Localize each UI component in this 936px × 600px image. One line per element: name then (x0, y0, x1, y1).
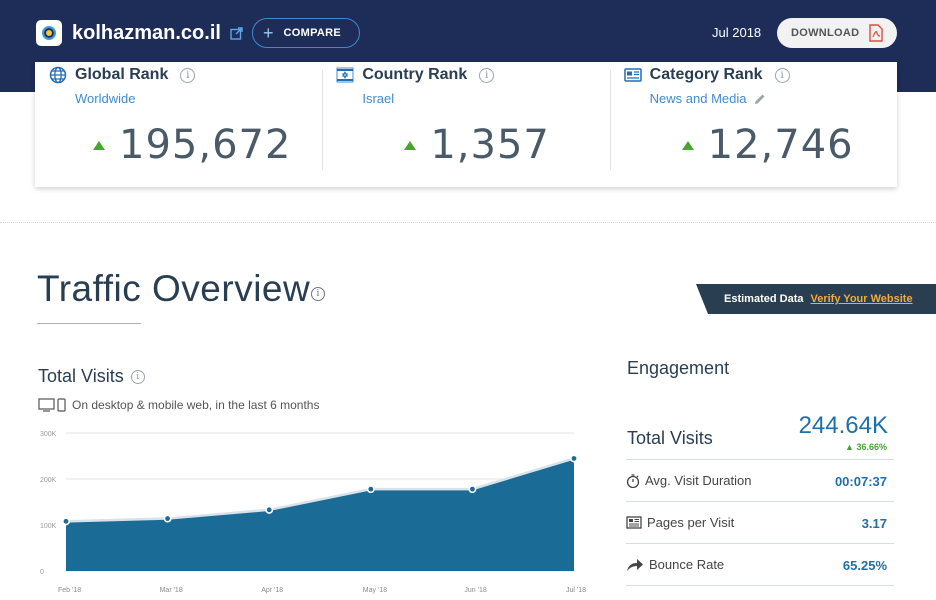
avg-visit-duration-row: Avg. Visit Duration 00:07:37 (626, 460, 894, 502)
x-tick-label: Mar '18 (160, 587, 183, 594)
estimated-data-banner: Estimated Data Verify Your Website (696, 284, 936, 314)
verify-website-link[interactable]: Verify Your Website (810, 293, 913, 305)
info-icon[interactable]: i (479, 67, 495, 83)
download-button[interactable]: DOWNLOAD (777, 18, 897, 48)
data-point (468, 485, 477, 494)
total-visits-heading: Total Visits i (38, 366, 145, 387)
rank-card: Global Rank i Worldwide 195,672 Country … (35, 62, 897, 187)
total-visits-scope: On desktop & mobile web, in the last 6 m… (72, 398, 320, 412)
bounce-arrow-icon (627, 558, 643, 571)
bounce-rate-row: Bounce Rate 65.25% (626, 544, 894, 586)
y-tick-label: 0 (40, 569, 44, 576)
info-icon[interactable]: i (130, 369, 145, 384)
compare-label: COMPARE (283, 27, 342, 39)
data-point (61, 517, 70, 526)
info-icon[interactable]: i (180, 67, 196, 83)
title-underline (37, 323, 141, 324)
section-divider (0, 222, 936, 223)
visits-change: ▲ 36.66% (845, 442, 887, 452)
data-point (569, 454, 578, 463)
category-rank: Category Rank i News and Media 12,746 (609, 62, 897, 187)
rank-up-icon (93, 140, 105, 150)
engagement-total-visits: Total Visits 244.64K ▲ 36.66% (626, 408, 894, 460)
bounce-rate-value: 65.25% (842, 558, 887, 573)
pencil-icon[interactable] (754, 93, 766, 105)
global-rank-title: Global Rank (75, 66, 169, 83)
data-point (366, 485, 375, 494)
bounce-rate-label: Bounce Rate (649, 557, 725, 572)
y-tick-label: 300K (40, 431, 57, 438)
info-icon[interactable]: i (311, 287, 325, 301)
visits-line (65, 457, 575, 523)
pdf-icon (869, 24, 883, 42)
category-icon (623, 68, 642, 82)
visits-area (66, 458, 574, 571)
country-rank: Country Rank i Israel 1,357 (322, 62, 609, 187)
rank-up-icon (404, 140, 417, 150)
avg-visit-duration-label: Avg. Visit Duration (645, 473, 752, 488)
x-tick-label: May '18 (363, 587, 387, 594)
total-visits-subtitle: On desktop & mobile web, in the last 6 m… (38, 398, 319, 412)
category-name[interactable]: News and Media (649, 91, 747, 106)
pages-per-visit-label: Pages per Visit (647, 515, 735, 530)
category-rank-title: Category Rank (649, 66, 763, 83)
download-label: DOWNLOAD (791, 27, 860, 39)
global-rank-value: 195,672 (119, 122, 292, 168)
engagement-total-visits-value: 244.64K (798, 412, 888, 439)
global-rank-scope[interactable]: Worldwide (75, 91, 136, 106)
date-label: Jul 2018 (712, 25, 762, 40)
external-link-icon[interactable] (230, 27, 243, 40)
y-tick-label: 200K (40, 477, 57, 484)
category-rank-value: 12,746 (707, 122, 854, 168)
traffic-overview-title: Traffic Overview (37, 268, 311, 309)
x-tick-label: Apr '18 (261, 587, 283, 594)
x-tick-label: Jun '18 (464, 587, 486, 594)
compare-button[interactable]: + COMPARE (252, 18, 360, 48)
total-visits-chart: 300K 200K 100K 0 Feb '18 Mar '18 Apr '18 May '1… (40, 431, 586, 594)
israel-flag-icon (336, 67, 354, 83)
rank-up-icon (681, 140, 694, 150)
country-rank-title: Country Rank (362, 66, 468, 83)
pages-per-visit-value: 3.17 (861, 516, 887, 531)
data-point (265, 505, 274, 514)
data-point (163, 514, 172, 523)
info-icon[interactable]: i (774, 67, 790, 83)
pages-icon (626, 515, 642, 529)
avg-visit-duration-value: 00:07:37 (834, 474, 887, 489)
globe-icon (49, 66, 67, 84)
estimated-data-label: Estimated Data (724, 293, 804, 305)
site-favicon (36, 20, 62, 46)
plus-icon: + (263, 23, 274, 43)
visits-change-value: 36.66% (856, 442, 887, 452)
x-tick-label: Jul '18 (566, 587, 586, 594)
timer-icon (626, 473, 640, 488)
global-rank: Global Rank i Worldwide 195,672 (35, 62, 322, 187)
engagement-total-visits-label: Total Visits (627, 428, 713, 448)
country-rank-value: 1,357 (430, 122, 550, 168)
total-visits-title: Total Visits (38, 366, 124, 386)
y-tick-label: 100K (40, 523, 57, 530)
category-rank-scope[interactable]: News and Media (650, 91, 767, 106)
change-up-icon: ▲ (845, 442, 854, 452)
x-tick-label: Feb '18 (58, 587, 81, 594)
desktop-mobile-icon (38, 398, 66, 412)
pages-per-visit-row: Pages per Visit 3.17 (626, 502, 894, 544)
engagement-title: Engagement (627, 358, 730, 378)
site-name: kolhazman.co.il (72, 22, 221, 44)
country-rank-scope[interactable]: Israel (362, 91, 395, 106)
